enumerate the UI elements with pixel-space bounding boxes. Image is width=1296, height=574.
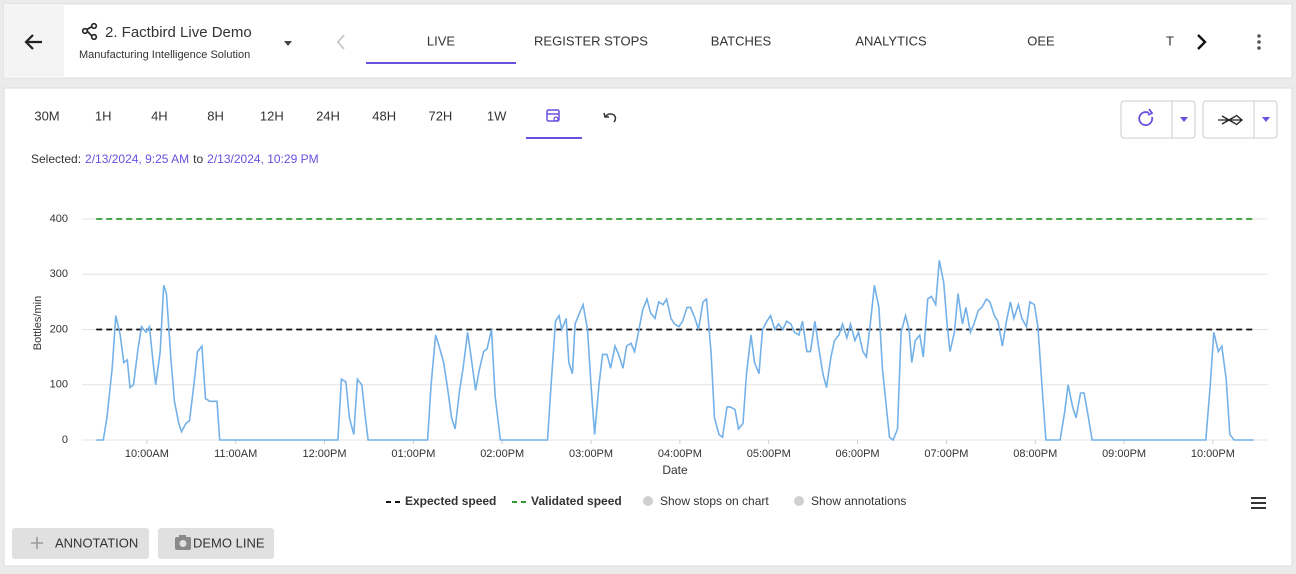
x-tick-label: 06:00PM (836, 448, 880, 460)
x-tick-label: 04:00PM (658, 448, 702, 460)
x-tick-label: 10:00PM (1191, 448, 1235, 460)
undo-button[interactable] (603, 112, 617, 123)
tab[interactable]: REGISTER STOPS (534, 33, 648, 48)
selected-from: 2/13/2024, 9:25 AM (85, 152, 189, 166)
time-range[interactable]: 24H (316, 108, 340, 123)
line-dropdown[interactable] (284, 41, 292, 46)
time-range[interactable]: 48H (372, 108, 396, 123)
x-tick-label: 10:00AM (125, 448, 169, 460)
y-tick-label: 100 (50, 379, 68, 391)
zoom-icon (1218, 114, 1244, 126)
toggle-dot (794, 496, 804, 506)
line-title[interactable]: 2. Factbird Live Demo (105, 24, 252, 41)
y-tick-label: 300 (50, 268, 68, 280)
annotation-button[interactable] (12, 528, 149, 559)
tab-underline (366, 62, 516, 64)
time-range[interactable]: 4H (151, 108, 168, 123)
x-tick-label: 08:00PM (1013, 448, 1057, 460)
x-tick-label: 12:00PM (303, 448, 347, 460)
x-tick-label: 03:00PM (569, 448, 613, 460)
time-range[interactable]: 72H (428, 108, 452, 123)
plus-icon (31, 537, 43, 549)
tab[interactable]: BATCHES (711, 33, 772, 48)
tab[interactable]: OEE (1027, 33, 1055, 48)
top-bar (3, 3, 1293, 79)
selected-joiner: to (193, 152, 203, 166)
y-axis-label: Bottles/min (32, 296, 44, 350)
toggle-label[interactable]: Show stops on chart (660, 494, 769, 508)
refresh-icon (1138, 108, 1154, 126)
camera-icon (175, 535, 191, 550)
tab[interactable]: LIVE (427, 33, 456, 48)
tab[interactable]: ANALYTICS (855, 33, 927, 48)
x-tick-label: 09:00PM (1102, 448, 1146, 460)
time-range[interactable]: 1W (487, 108, 507, 123)
x-tick-label: 01:00PM (391, 448, 435, 460)
time-range[interactable]: 1H (95, 108, 112, 123)
y-tick-label: 0 (62, 434, 68, 446)
x-axis-label: Date (662, 463, 688, 477)
refresh-button[interactable] (1120, 100, 1196, 139)
x-tick-label: 07:00PM (924, 448, 968, 460)
tab[interactable]: T (1166, 33, 1174, 48)
tabs-next[interactable] (1197, 34, 1207, 50)
toggle-dot (643, 496, 653, 506)
tabs-prev[interactable] (336, 34, 345, 50)
refresh-dropdown[interactable] (1180, 117, 1188, 122)
line-icon (81, 22, 98, 41)
time-range[interactable]: 8H (207, 108, 224, 123)
y-tick-label: 200 (50, 323, 68, 335)
chart-menu[interactable] (1251, 497, 1266, 509)
time-range[interactable]: 30M (34, 108, 59, 123)
x-tick-label: 11:00AM (214, 448, 257, 460)
line-subtitle: Manufacturing Intelligence Solution (79, 49, 250, 61)
more-menu[interactable] (1257, 34, 1261, 50)
x-tick-label: 05:00PM (747, 448, 791, 460)
toggle-label[interactable]: Show annotations (811, 494, 906, 508)
back-button[interactable] (24, 34, 42, 50)
legend-label[interactable]: Expected speed (405, 494, 496, 508)
y-tick-label: 400 (50, 213, 68, 225)
annotation-label: ANNOTATION (55, 535, 138, 550)
demo-line-button[interactable] (158, 528, 274, 559)
zoom-dropdown[interactable] (1262, 117, 1270, 122)
selected-range: Selected: 2/13/2024, 9:25 AM to 2/13/2024, … (31, 152, 319, 166)
range-underline (526, 137, 582, 139)
selected-label: Selected: (31, 152, 81, 166)
data-line (96, 260, 1254, 442)
selected-to: 2/13/2024, 10:29 PM (207, 152, 318, 166)
demo-line-label: DEMO LINE (193, 535, 265, 550)
calendar-button[interactable] (546, 109, 560, 122)
main-card (3, 87, 1293, 567)
time-range[interactable]: 12H (260, 108, 284, 123)
x-tick-label: 02:00PM (480, 448, 524, 460)
legend-label[interactable]: Validated speed (531, 494, 622, 508)
